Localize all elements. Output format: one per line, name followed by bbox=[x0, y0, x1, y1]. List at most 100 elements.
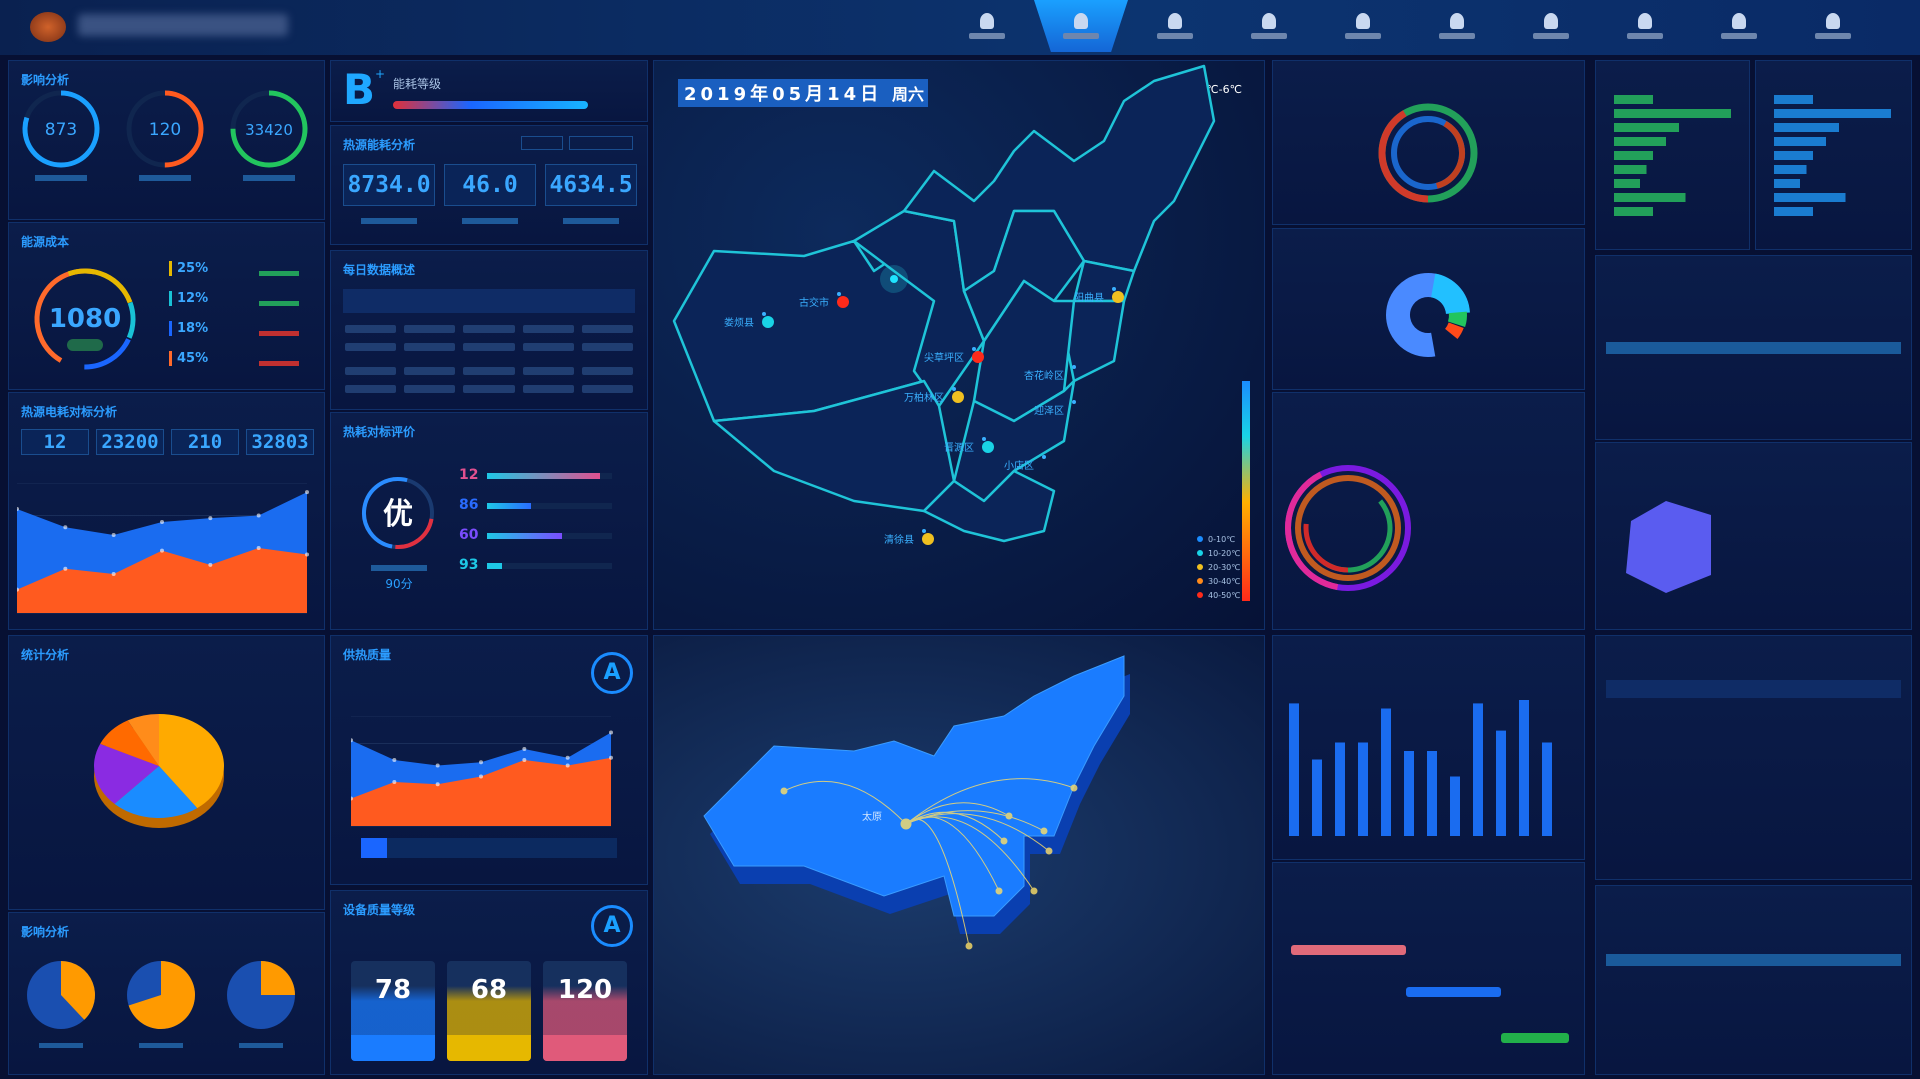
equip-card-label bbox=[351, 1035, 435, 1061]
pie-slice[interactable] bbox=[261, 961, 295, 995]
pie-slice[interactable] bbox=[114, 766, 198, 818]
nav-icon bbox=[1450, 13, 1464, 29]
bar-chart bbox=[1289, 700, 1552, 836]
nav-tab[interactable] bbox=[1410, 0, 1504, 52]
district-label[interactable]: 杏花岭区 bbox=[1024, 369, 1064, 382]
hbar bbox=[1614, 137, 1666, 146]
pie-slice[interactable] bbox=[128, 961, 195, 1029]
evaluation-bar-track bbox=[487, 563, 612, 569]
temperature-marker-icon[interactable] bbox=[1112, 291, 1124, 303]
temperature-marker-icon[interactable] bbox=[922, 533, 934, 545]
legend-label: 20-30℃ bbox=[1208, 563, 1240, 572]
donut-chart-2 bbox=[1386, 273, 1470, 357]
impact2-panel: 影响分析 bbox=[8, 912, 325, 1075]
cost-pct: 18% bbox=[177, 321, 209, 336]
quality-area-chart bbox=[351, 716, 613, 827]
nav-label bbox=[1251, 33, 1287, 39]
district-label[interactable]: 娄烦县 bbox=[724, 316, 754, 329]
nav-tab[interactable] bbox=[1316, 0, 1410, 52]
grade-bar bbox=[393, 101, 588, 109]
district-label[interactable]: 万柏林区 bbox=[904, 391, 944, 404]
equip-card: 120 bbox=[543, 961, 627, 1061]
nav-tab[interactable] bbox=[1034, 0, 1128, 52]
pie-slice[interactable] bbox=[100, 720, 159, 766]
gantt-bar bbox=[1291, 945, 1406, 955]
power-stat: 23200 bbox=[96, 429, 164, 455]
panel-title: 热源能耗分析 bbox=[343, 138, 416, 152]
flow-point bbox=[1030, 887, 1038, 895]
hbar bbox=[1614, 151, 1653, 160]
bar bbox=[1358, 742, 1368, 836]
nav-tab[interactable] bbox=[1692, 0, 1786, 52]
evaluation-bar-fill bbox=[487, 503, 531, 509]
data-zoom-slider[interactable] bbox=[361, 838, 617, 858]
selected-row[interactable] bbox=[1606, 954, 1901, 966]
nav-tab[interactable] bbox=[1598, 0, 1692, 52]
district-shape[interactable] bbox=[922, 469, 1056, 543]
flow-point bbox=[995, 887, 1003, 895]
hbar bbox=[1774, 151, 1813, 160]
pie-slice[interactable] bbox=[159, 714, 224, 809]
pie-slice[interactable] bbox=[61, 961, 95, 1020]
slider-handle[interactable] bbox=[361, 838, 387, 858]
donut-panel-2 bbox=[1272, 228, 1585, 390]
nav-tab[interactable] bbox=[1504, 0, 1598, 52]
data-point bbox=[565, 763, 570, 768]
nav-label bbox=[1063, 33, 1099, 39]
district-label[interactable]: 晋源区 bbox=[944, 441, 974, 454]
gauge-group: 873 120 33420 bbox=[22, 90, 308, 181]
nav-tab[interactable] bbox=[940, 0, 1034, 52]
gauge-arc bbox=[230, 90, 308, 168]
hbar bbox=[1774, 137, 1826, 146]
nav-tab[interactable] bbox=[1786, 0, 1880, 52]
equip-badge: A bbox=[591, 905, 633, 947]
data-point bbox=[111, 572, 116, 576]
data-point bbox=[17, 507, 19, 511]
bar bbox=[1404, 751, 1414, 836]
data-point bbox=[392, 758, 397, 762]
quality-panel: 供热质量 A bbox=[330, 635, 648, 885]
selected-row[interactable] bbox=[1606, 342, 1901, 354]
district-label[interactable]: 小店区 bbox=[1004, 459, 1034, 472]
district-label[interactable]: 清徐县 bbox=[884, 533, 914, 546]
bar bbox=[1381, 708, 1391, 836]
area-series bbox=[17, 548, 307, 613]
hbar bbox=[1614, 165, 1647, 174]
district-label[interactable]: 迎泽区 bbox=[1034, 405, 1064, 417]
table-row bbox=[345, 343, 634, 351]
data-point bbox=[160, 520, 164, 524]
donut-chart-1 bbox=[1378, 103, 1478, 203]
radar-panel bbox=[1595, 442, 1912, 630]
data-point bbox=[208, 562, 213, 567]
nav-label bbox=[1815, 33, 1851, 39]
nav-label bbox=[1157, 33, 1193, 39]
evaluation-panel: 热耗对标评价 优 90分 12 86 60 93 bbox=[330, 412, 648, 630]
evaluation-bar-fill bbox=[487, 563, 502, 569]
nav-icon bbox=[1074, 13, 1088, 29]
map-3d-region[interactable] bbox=[703, 655, 1125, 917]
district-label[interactable]: 古交市 bbox=[799, 296, 829, 309]
temperature-marker-icon[interactable] bbox=[982, 441, 994, 453]
equip-card: 78 bbox=[351, 961, 435, 1061]
cost-trend bbox=[259, 271, 299, 276]
nav-tab[interactable] bbox=[1222, 0, 1316, 52]
table-panel-1 bbox=[1595, 255, 1912, 440]
pie-slice[interactable] bbox=[127, 714, 159, 766]
nav-tab[interactable] bbox=[1128, 0, 1222, 52]
filter-select-1[interactable] bbox=[521, 136, 563, 150]
panel-title: 统计分析 bbox=[21, 648, 70, 662]
temperature-marker-icon[interactable] bbox=[837, 296, 849, 308]
district-label[interactable]: 阳曲县 bbox=[1074, 292, 1104, 304]
grade-panel: B + 能耗等级 bbox=[330, 60, 648, 122]
nav-label bbox=[1439, 33, 1475, 39]
temperature-marker-icon[interactable] bbox=[972, 351, 984, 363]
evaluation-grade: 优 bbox=[383, 497, 413, 532]
stats-panel: 统计分析 bbox=[8, 635, 325, 910]
evaluation-ring: 优 bbox=[362, 477, 434, 549]
temperature-marker-icon[interactable] bbox=[762, 316, 774, 328]
flow-point bbox=[1000, 837, 1008, 845]
district-label[interactable]: 尖草坪区 bbox=[924, 351, 964, 364]
pie-slice[interactable] bbox=[94, 743, 159, 804]
filter-select-2[interactable] bbox=[569, 136, 633, 150]
temperature-marker-icon[interactable] bbox=[952, 391, 964, 403]
